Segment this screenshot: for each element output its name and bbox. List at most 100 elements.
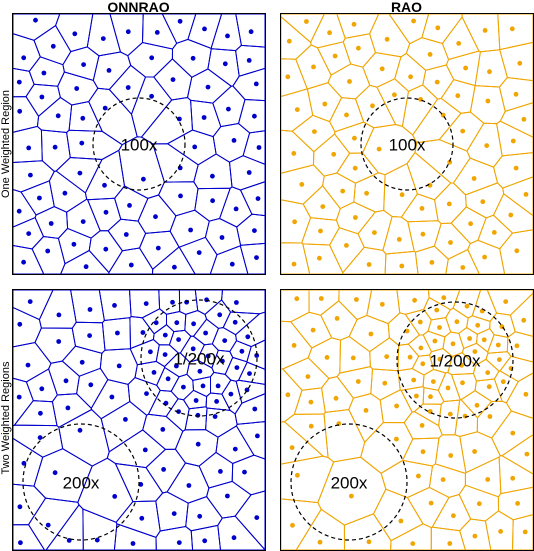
generator-point xyxy=(210,198,216,204)
generator-point xyxy=(212,414,218,419)
voronoi-cell xyxy=(113,523,157,550)
voronoi-plot: 1/200x 200x xyxy=(13,290,265,550)
generator-point xyxy=(509,26,515,32)
voronoi-cell xyxy=(153,58,193,101)
voronoi-cell xyxy=(210,371,232,395)
generator-point xyxy=(26,231,32,237)
voronoi-cell xyxy=(450,206,487,245)
voronoi-cell xyxy=(242,130,265,165)
column-title-rao: RAO xyxy=(390,0,423,15)
generator-point xyxy=(256,145,262,150)
generator-point xyxy=(320,204,326,210)
generator-point xyxy=(322,101,328,107)
generator-point xyxy=(448,240,453,245)
generator-point xyxy=(254,353,260,358)
generator-point xyxy=(123,232,129,237)
voronoi-cell xyxy=(190,99,222,138)
generator-point xyxy=(429,260,435,265)
generator-point xyxy=(480,199,486,205)
generator-point xyxy=(418,345,424,351)
voronoi-cell xyxy=(48,360,80,396)
voronoi-cell xyxy=(57,227,92,265)
panel-onnrao-two-regions: 1/200x 200x xyxy=(12,289,266,551)
voronoi-cell xyxy=(475,327,495,353)
generator-point xyxy=(291,151,297,156)
voronoi-cell xyxy=(145,448,187,494)
generator-point xyxy=(344,112,349,118)
generator-point xyxy=(482,28,488,33)
generator-point xyxy=(55,113,61,119)
voronoi-cell xyxy=(281,421,325,465)
generator-point xyxy=(186,483,192,488)
generator-point xyxy=(138,482,144,487)
panel-onnrao-one-region: 100x xyxy=(12,13,266,275)
voronoi-cell xyxy=(165,398,190,432)
voronoi-cell xyxy=(281,357,330,391)
voronoi-cell xyxy=(235,421,265,460)
generator-point xyxy=(215,383,221,389)
generator-point xyxy=(324,355,330,360)
generator-point xyxy=(487,414,493,419)
generator-point xyxy=(174,363,179,369)
generator-point xyxy=(318,296,324,301)
generator-point xyxy=(353,215,358,220)
voronoi-cell xyxy=(476,400,512,439)
voronoi-cell xyxy=(400,386,425,413)
voronoi-cells xyxy=(13,14,265,274)
generator-point xyxy=(232,446,238,452)
voronoi-cell xyxy=(34,327,77,364)
generator-point xyxy=(485,370,491,375)
generator-point xyxy=(317,255,322,261)
generator-point xyxy=(471,176,477,181)
voronoi-cell xyxy=(109,14,144,57)
generator-point xyxy=(294,296,300,302)
panel-rao-two-regions: 1/200x 200x xyxy=(280,289,534,551)
generator-point xyxy=(396,237,402,242)
generator-point xyxy=(252,113,257,119)
voronoi-cell xyxy=(422,387,445,405)
generator-point xyxy=(366,539,372,545)
voronoi-cell xyxy=(66,198,101,239)
generator-point xyxy=(376,146,382,152)
generator-point xyxy=(165,376,171,382)
generator-point xyxy=(344,243,349,248)
voronoi-cell xyxy=(338,290,373,321)
voronoi-cell xyxy=(114,462,164,503)
voronoi-cell xyxy=(486,290,533,316)
generator-point xyxy=(192,144,198,150)
generator-point xyxy=(74,86,80,91)
generator-point xyxy=(16,208,22,214)
generator-point xyxy=(394,436,399,442)
generator-point xyxy=(252,228,257,234)
voronoi-cell xyxy=(210,14,242,52)
weight-label: 1/200x xyxy=(429,351,481,370)
voronoi-cell xyxy=(423,296,452,321)
generator-point xyxy=(171,511,177,516)
generator-point xyxy=(472,349,478,354)
generator-point xyxy=(523,391,529,397)
voronoi-cell xyxy=(509,292,533,337)
voronoi-cell xyxy=(71,321,106,354)
voronoi-cell xyxy=(281,242,311,274)
generator-point xyxy=(332,53,338,59)
voronoi-cell xyxy=(336,366,374,399)
generator-point xyxy=(503,299,509,304)
generator-point xyxy=(370,103,375,109)
generator-point xyxy=(232,319,238,325)
voronoi-cell xyxy=(290,311,333,349)
generator-point xyxy=(286,38,292,44)
weight-label: 100x xyxy=(121,135,158,154)
generator-point xyxy=(56,339,62,344)
voronoi-cells xyxy=(281,14,533,274)
generator-point xyxy=(350,355,356,361)
generator-point xyxy=(291,261,297,267)
generator-point xyxy=(460,128,466,134)
voronoi-cell xyxy=(236,213,265,246)
weighted-region-circle xyxy=(22,423,140,541)
generator-point xyxy=(384,36,390,42)
generator-point xyxy=(94,537,100,543)
voronoi-cell xyxy=(459,518,492,550)
voronoi-cell xyxy=(127,41,174,78)
generator-point xyxy=(177,165,183,171)
generator-point xyxy=(366,262,372,267)
